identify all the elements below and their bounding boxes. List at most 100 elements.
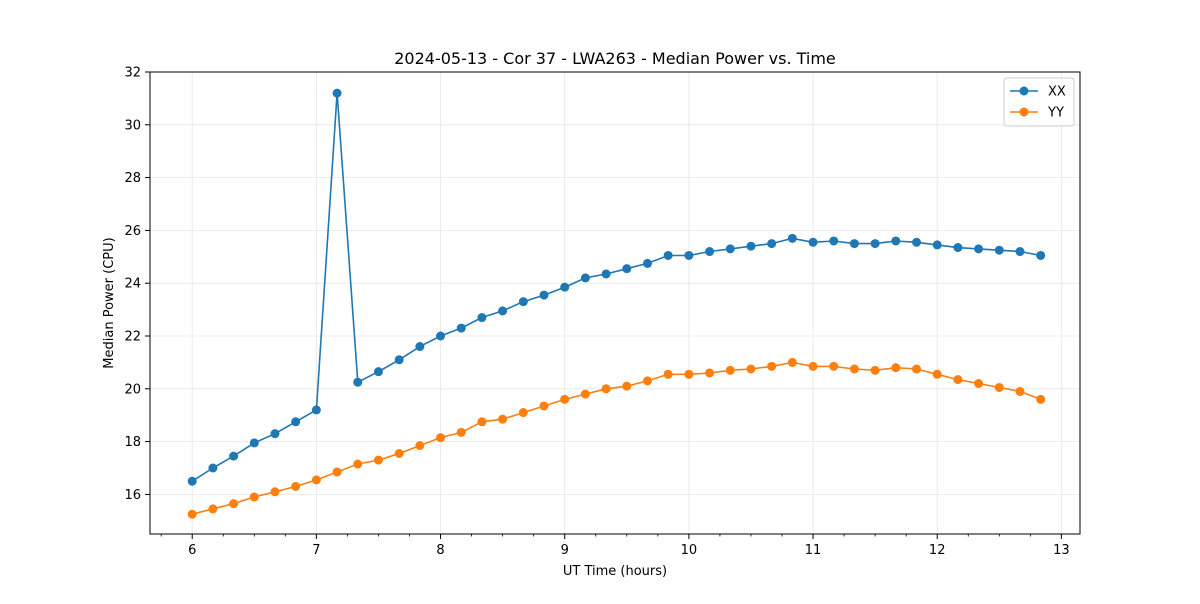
legend: XX YY: [1003, 77, 1075, 127]
data-point-yy: [663, 369, 673, 379]
x-tick-label: 6: [188, 543, 196, 558]
data-point-yy: [974, 379, 984, 389]
plot-frame: [149, 71, 1081, 535]
data-point-xx: [601, 269, 611, 279]
data-point-xx: [518, 297, 528, 307]
data-point-xx: [415, 342, 425, 352]
axis-layer: 6 7 8 9 10 11 12 13 16 18 20 22 24 26 28 30 32: [124, 66, 1069, 559]
data-point-xx: [974, 244, 984, 254]
data-point-yy: [891, 363, 901, 373]
data-point-xx: [270, 429, 280, 439]
data-point-xx: [787, 233, 797, 243]
data-point-yy: [1036, 394, 1046, 404]
x-tick-label: 9: [561, 543, 569, 558]
data-point-xx: [456, 323, 466, 333]
data-point-xx: [394, 355, 404, 365]
data-point-yy: [849, 364, 859, 374]
data-point-yy: [912, 364, 922, 374]
data-point-xx: [849, 239, 859, 249]
data-point-xx: [622, 264, 632, 274]
data-point-xx: [498, 306, 508, 316]
data-point-yy: [870, 365, 880, 375]
data-point-xx: [663, 250, 673, 260]
data-point-xx: [725, 244, 735, 254]
data-point-xx: [746, 241, 756, 251]
data-point-yy: [187, 509, 197, 519]
data-point-xx: [291, 417, 301, 427]
data-point-yy: [229, 499, 239, 509]
y-axis-label: Median Power (CPU): [102, 237, 117, 368]
data-point-yy: [808, 361, 818, 371]
data-point-yy: [953, 375, 963, 385]
y-tick-label: 16: [124, 488, 141, 503]
data-point-yy: [539, 401, 549, 411]
data-point-xx: [208, 463, 218, 473]
data-point-yy: [560, 394, 570, 404]
data-point-yy: [332, 467, 342, 477]
data-point-xx: [436, 331, 446, 341]
grid-layer: [150, 71, 1080, 534]
data-point-yy: [705, 368, 715, 378]
data-point-yy: [932, 369, 942, 379]
data-point-yy: [208, 504, 218, 514]
data-point-xx: [332, 88, 342, 98]
data-point-yy: [477, 417, 487, 427]
data-point-yy: [373, 455, 383, 465]
data-point-xx: [870, 239, 880, 249]
y-tick-label: 30: [124, 118, 141, 133]
data-point-xx: [187, 476, 197, 486]
data-point-yy: [746, 364, 756, 374]
data-point-xx: [684, 250, 694, 260]
data-point-yy: [249, 492, 259, 502]
data-point-yy: [829, 361, 839, 371]
data-point-yy: [767, 361, 777, 371]
data-point-xx: [642, 258, 652, 268]
data-point-yy: [994, 382, 1004, 392]
series-layer: [187, 88, 1046, 519]
data-point-yy: [415, 441, 425, 451]
series-line-xx: [191, 93, 1041, 482]
data-point-xx: [249, 438, 259, 448]
series-line-yy: [192, 361, 1041, 515]
data-point-xx: [994, 245, 1004, 255]
data-point-yy: [353, 459, 363, 469]
data-point-xx: [539, 290, 549, 300]
y-tick-label: 18: [124, 435, 141, 450]
data-point-yy: [580, 389, 590, 399]
legend-label-yy: YY: [1047, 106, 1064, 121]
data-point-xx: [373, 367, 383, 377]
data-point-yy: [291, 481, 301, 491]
data-point-yy: [394, 448, 404, 458]
data-point-yy: [601, 384, 611, 394]
data-point-xx: [912, 237, 922, 247]
data-point-yy: [1015, 386, 1025, 396]
data-point-yy: [787, 357, 797, 367]
data-point-yy: [456, 427, 466, 437]
data-point-xx: [705, 247, 715, 257]
data-point-yy: [622, 381, 632, 391]
y-tick-label: 26: [124, 224, 141, 239]
legend-marker-xx: [1019, 86, 1029, 96]
data-point-yy: [725, 365, 735, 375]
data-point-yy: [436, 433, 446, 443]
x-tick-label: 8: [436, 543, 444, 558]
data-point-yy: [518, 408, 528, 418]
data-point-xx: [767, 239, 777, 249]
data-point-yy: [498, 414, 508, 424]
data-point-yy: [270, 487, 280, 497]
y-tick-label: 28: [124, 171, 141, 186]
data-point-xx: [829, 236, 839, 246]
y-tick-label: 22: [124, 330, 141, 345]
legend-marker-yy: [1019, 107, 1029, 117]
x-tick-label: 12: [929, 543, 946, 558]
x-tick-label: 13: [1053, 543, 1070, 558]
data-point-xx: [1015, 247, 1025, 257]
data-point-xx: [932, 240, 942, 250]
legend-label-xx: XX: [1048, 85, 1066, 100]
data-point-xx: [353, 377, 363, 387]
y-tick-label: 24: [124, 277, 141, 292]
data-point-yy: [684, 369, 694, 379]
data-point-yy: [642, 376, 652, 386]
data-point-xx: [560, 282, 570, 292]
